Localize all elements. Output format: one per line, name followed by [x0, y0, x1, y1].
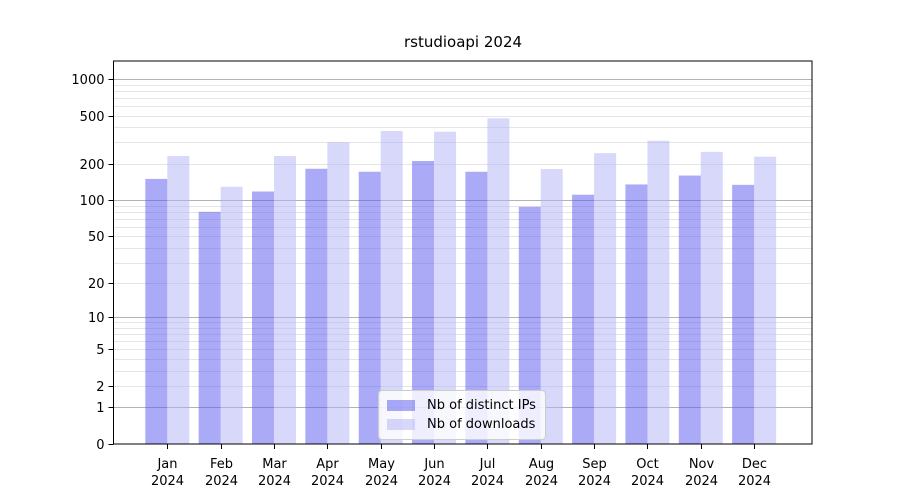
legend-item-downloads: Nb of downloads — [387, 415, 536, 434]
y-tick-label: 500 — [80, 110, 105, 125]
bar-aug-ips — [518, 206, 541, 444]
bar-sep-ips — [572, 194, 595, 444]
x-tick-label: Mar 2024 — [258, 457, 291, 489]
bar-dec-ips — [732, 184, 755, 444]
x-tick-label: Dec 2024 — [738, 457, 771, 489]
y-tick-label: 100 — [80, 194, 105, 209]
y-tick-label: 2 — [96, 380, 104, 395]
legend-swatch-distinct-ips — [387, 400, 415, 411]
bar-oct-ips — [625, 184, 648, 444]
y-tick-label: 0 — [96, 438, 104, 453]
chart-title: rstudioapi 2024 — [403, 33, 523, 51]
x-tick-label: Feb 2024 — [205, 457, 238, 489]
x-tick-label: Oct 2024 — [631, 457, 664, 489]
x-tick-label: Sep 2024 — [578, 457, 611, 489]
y-tick-label: 5 — [96, 343, 104, 358]
bar-nov-downloads — [700, 151, 723, 444]
bar-nov-ips — [678, 175, 701, 445]
legend-label-distinct-ips: Nb of distinct IPs — [427, 398, 536, 413]
legend-swatch-downloads — [387, 419, 415, 430]
bar-apr-downloads — [327, 142, 350, 444]
bar-may-downloads — [380, 131, 403, 444]
y-tick-label: 10 — [88, 311, 105, 326]
bar-oct-downloads — [647, 140, 670, 445]
x-tick-label: Jul 2024 — [471, 457, 504, 489]
bar-dec-downloads — [754, 156, 777, 445]
bar-jan-ips — [145, 178, 168, 444]
bar-jan-downloads — [167, 156, 190, 444]
x-tick-label: Apr 2024 — [311, 457, 344, 489]
x-tick-label: Jun 2024 — [418, 457, 451, 489]
x-tick-label: Aug 2024 — [525, 457, 558, 489]
y-tick-label: 200 — [80, 158, 105, 173]
bar-jul-ips — [465, 171, 488, 444]
x-tick-label: Jan 2024 — [151, 457, 184, 489]
bar-mar-downloads — [274, 156, 296, 444]
bar-feb-ips — [198, 211, 221, 444]
legend-item-distinct-ips: Nb of distinct IPs — [387, 396, 536, 415]
bar-sep-downloads — [594, 153, 617, 444]
bar-aug-downloads — [540, 169, 563, 444]
x-tick-label: May 2024 — [365, 457, 398, 489]
y-tick-label: 1000 — [71, 73, 104, 88]
bar-jun-ips — [412, 161, 435, 445]
legend-label-downloads: Nb of downloads — [427, 417, 536, 432]
bar-may-ips — [358, 171, 381, 444]
legend: Nb of distinct IPs Nb of downloads — [378, 390, 546, 440]
bar-jul-downloads — [487, 118, 510, 445]
bar-apr-ips — [305, 168, 328, 444]
y-tick-label: 50 — [88, 230, 105, 245]
x-tick-label: Nov 2024 — [685, 457, 718, 489]
plot-border — [113, 60, 813, 445]
bar-jun-downloads — [434, 131, 457, 444]
bar-feb-downloads — [220, 186, 243, 444]
y-tick-label: 1 — [96, 401, 104, 416]
bar-mar-ips — [252, 191, 274, 444]
y-tick-label: 20 — [88, 277, 105, 292]
